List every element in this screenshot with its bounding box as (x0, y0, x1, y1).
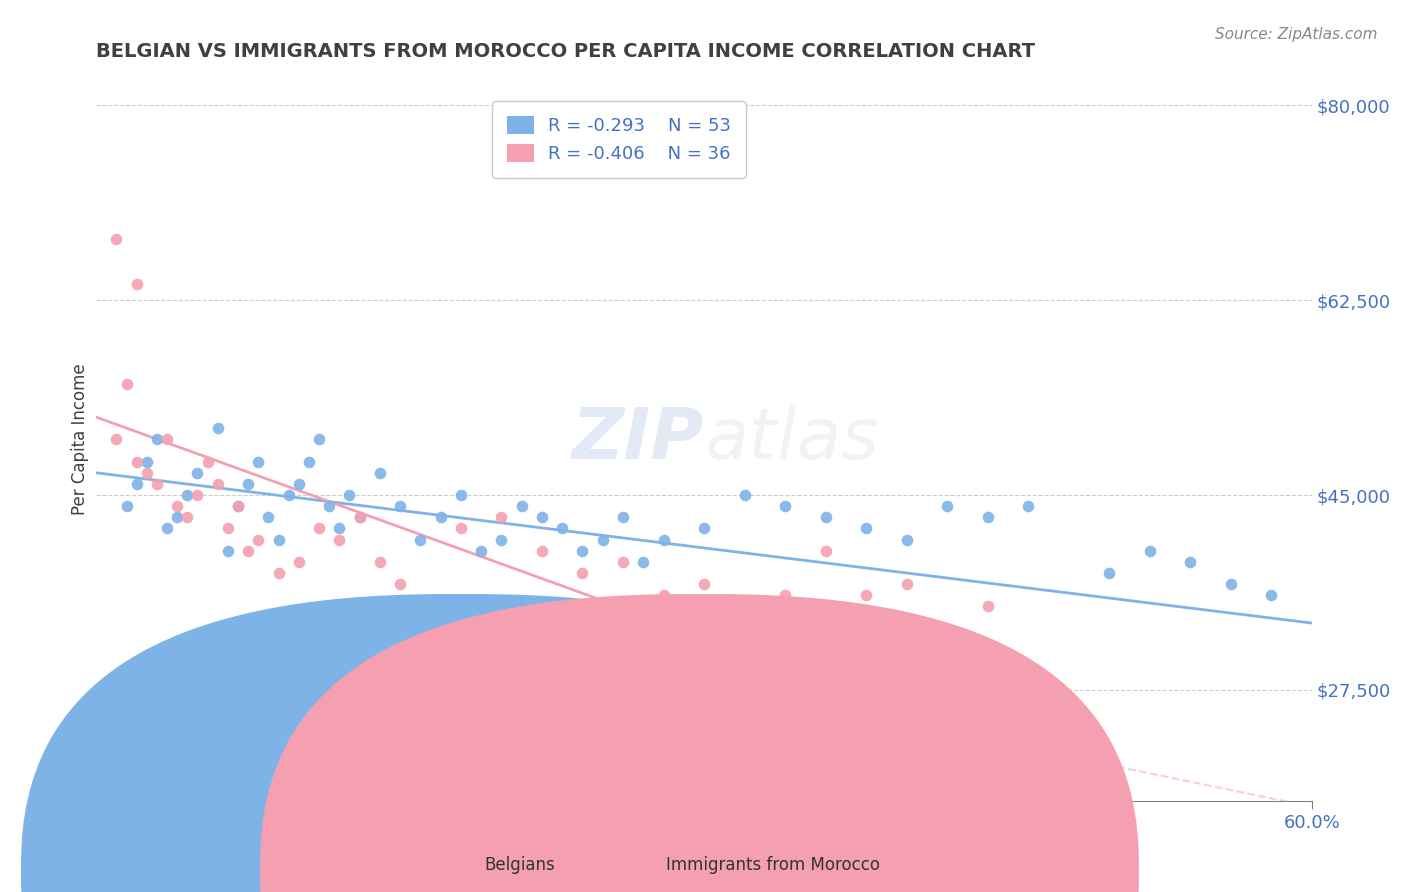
Point (936, 744, 959, 758)
Point (257, 510, 280, 524)
Point (571, 543, 593, 558)
Point (389, 499, 412, 513)
Point (146, 477, 169, 491)
Point (318, 499, 340, 513)
Point (571, 566, 593, 580)
Point (207, 477, 229, 491)
Point (166, 510, 188, 524)
Point (236, 477, 259, 491)
Point (1017, 499, 1039, 513)
Text: Source: ZipAtlas.com: Source: ZipAtlas.com (1215, 27, 1378, 42)
Point (368, 555, 391, 569)
Point (115, 499, 138, 513)
Point (389, 577, 412, 591)
Point (734, 599, 756, 614)
Point (115, 376, 138, 391)
Point (176, 510, 198, 524)
Point (612, 555, 634, 569)
Point (693, 521, 716, 535)
Point (855, 588, 877, 602)
Point (470, 543, 492, 558)
Point (1219, 577, 1241, 591)
Point (551, 521, 574, 535)
Point (855, 521, 877, 535)
Point (896, 577, 918, 591)
Point (236, 543, 259, 558)
Point (105, 433, 128, 447)
Point (308, 521, 330, 535)
Point (135, 466, 157, 480)
Point (247, 533, 270, 547)
Point (530, 510, 553, 524)
Point (135, 455, 157, 469)
Text: atlas: atlas (704, 405, 879, 474)
Point (773, 499, 796, 513)
Point (186, 488, 208, 502)
Point (1057, 744, 1080, 758)
Point (298, 455, 321, 469)
Point (226, 499, 249, 513)
Legend: R = -0.293    N = 53, R = -0.406    N = 36: R = -0.293 N = 53, R = -0.406 N = 36 (492, 101, 745, 178)
Point (936, 499, 959, 513)
Point (226, 499, 249, 513)
Point (976, 599, 998, 614)
Point (450, 488, 472, 502)
Point (339, 488, 361, 502)
Point (773, 588, 796, 602)
Point (491, 533, 513, 547)
Text: Belgians: Belgians (485, 856, 555, 874)
Point (1098, 566, 1121, 580)
Point (814, 510, 837, 524)
Point (166, 499, 188, 513)
Text: ZIP: ZIP (572, 405, 704, 474)
Point (633, 555, 655, 569)
Point (247, 455, 270, 469)
Point (146, 433, 169, 447)
Point (217, 543, 239, 558)
Point (349, 510, 371, 524)
Point (105, 232, 128, 246)
Point (409, 533, 432, 547)
Point (156, 521, 179, 535)
Point (814, 543, 837, 558)
Point (267, 533, 290, 547)
Point (652, 588, 675, 602)
Point (1139, 543, 1161, 558)
Point (207, 421, 229, 435)
Point (510, 499, 533, 513)
Point (896, 533, 918, 547)
Point (491, 510, 513, 524)
Point (734, 488, 756, 502)
Point (693, 577, 716, 591)
Point (176, 488, 198, 502)
Point (429, 510, 451, 524)
Point (349, 510, 371, 524)
Y-axis label: Per Capita Income: Per Capita Income (72, 364, 89, 516)
Point (267, 566, 290, 580)
Point (125, 455, 148, 469)
Text: Immigrants from Morocco: Immigrants from Morocco (666, 856, 880, 874)
Point (976, 510, 998, 524)
Point (197, 455, 219, 469)
Point (308, 433, 330, 447)
Point (592, 533, 614, 547)
Point (450, 521, 472, 535)
Point (186, 466, 208, 480)
Text: BELGIAN VS IMMIGRANTS FROM MOROCCO PER CAPITA INCOME CORRELATION CHART: BELGIAN VS IMMIGRANTS FROM MOROCCO PER C… (96, 42, 1035, 61)
Point (125, 477, 148, 491)
Point (1260, 588, 1282, 602)
Point (328, 533, 350, 547)
Point (288, 555, 311, 569)
Point (612, 510, 634, 524)
Point (652, 533, 675, 547)
Point (156, 433, 179, 447)
Point (277, 488, 299, 502)
Point (1180, 555, 1202, 569)
Point (288, 477, 311, 491)
Point (368, 466, 391, 480)
Point (217, 521, 239, 535)
Point (328, 521, 350, 535)
Point (125, 277, 148, 291)
Point (530, 543, 553, 558)
